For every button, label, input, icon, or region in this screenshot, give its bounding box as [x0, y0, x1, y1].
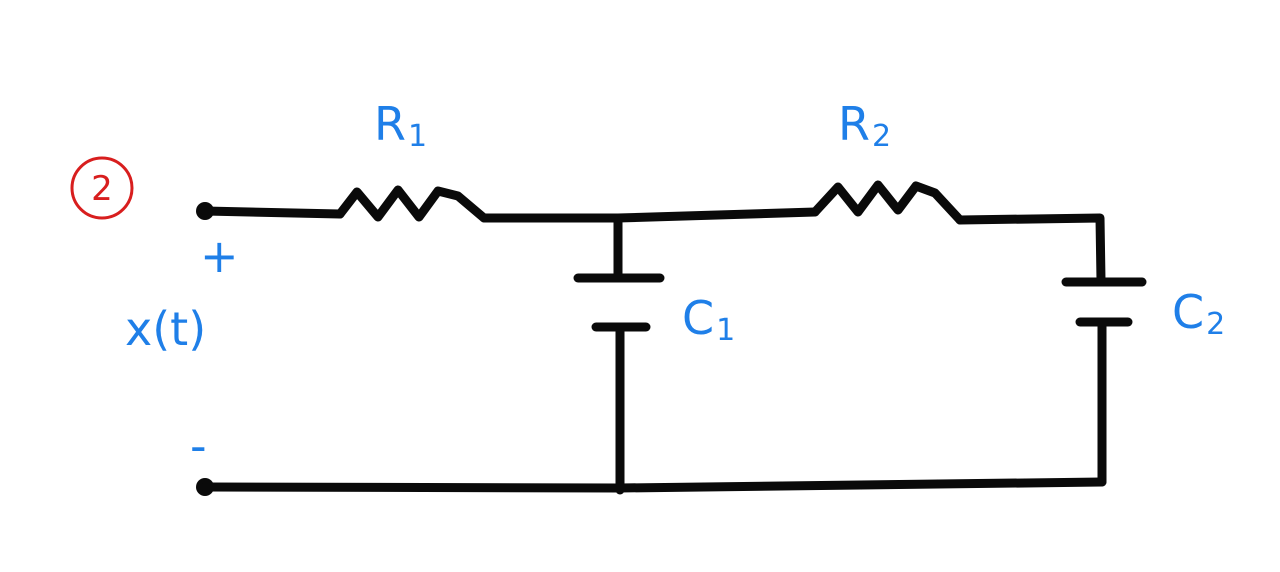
label-input-signal: x(t) — [125, 302, 206, 356]
problem-number: 2 — [91, 169, 113, 209]
problem-number-circle — [70, 156, 134, 220]
label-r2: R2 — [838, 97, 891, 154]
label-c1: C1 — [682, 291, 735, 348]
label-plus: + — [200, 229, 239, 283]
bottom-wire — [200, 477, 1107, 493]
label-minus: - — [190, 419, 207, 473]
label-r1: R1 — [374, 97, 427, 154]
top-wire-left — [200, 206, 345, 219]
top-wire-middle — [479, 207, 820, 223]
top-wire-right — [955, 213, 1106, 285]
label-c2: C2 — [1172, 285, 1225, 342]
resistor-r1 — [335, 185, 489, 223]
problem-number-badge: 2 — [70, 156, 134, 220]
resistor-r2 — [810, 180, 965, 225]
